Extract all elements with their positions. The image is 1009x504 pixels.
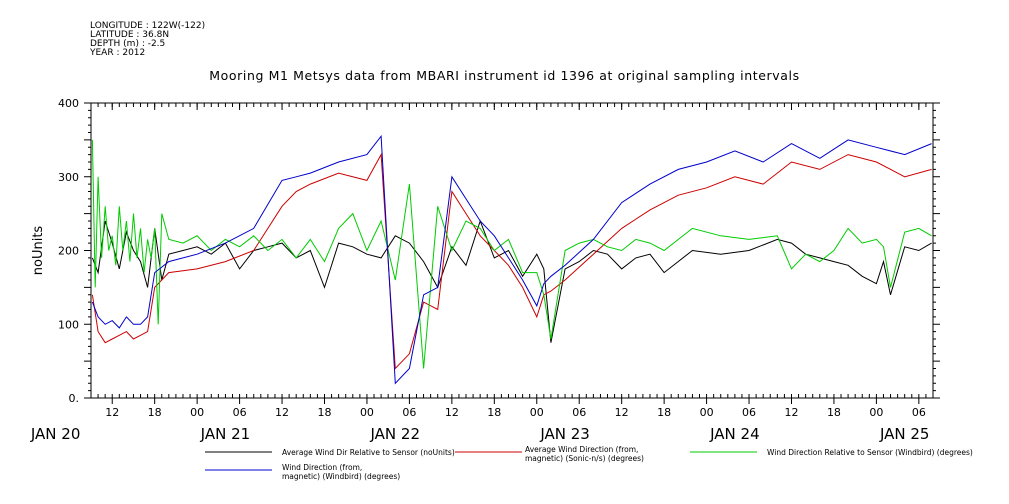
x-tick-label: 18 <box>487 406 501 419</box>
series-line-2 <box>91 139 932 369</box>
chart-title: Mooring M1 Metsys data from MBARI instru… <box>209 68 800 83</box>
y-tick-label: 400 <box>58 97 79 110</box>
x-day-label: JAN 22 <box>370 425 421 443</box>
x-tick-label: 18 <box>657 406 671 419</box>
y-tick-label: 100 <box>58 318 79 331</box>
legend-label-2: Wind Direction Relative to Sensor (Windb… <box>767 448 973 457</box>
meta-latitude: LATITUDE : 36.8N <box>90 30 170 40</box>
x-day-label: JAN 23 <box>539 425 590 443</box>
x-day-label: JAN 20 <box>30 425 81 443</box>
x-tick-label: 00 <box>869 406 883 419</box>
x-day-label: JAN 21 <box>200 425 251 443</box>
y-tick-label: 200 <box>58 245 79 258</box>
series-line-3 <box>91 134 932 385</box>
x-tick-label: 00 <box>190 406 204 419</box>
x-tick-label: 12 <box>275 406 289 419</box>
legend-label-3: Wind Direction (from, magnetic) (Windbird… <box>282 463 400 481</box>
x-tick-label: 06 <box>742 406 756 419</box>
series-line-0 <box>91 219 932 343</box>
y-axis-label: noUnits <box>31 226 46 276</box>
x-tick-label: 06 <box>402 406 416 419</box>
meta-longitude: LONGITUDE : 122W(-122) <box>90 21 206 31</box>
x-tick-label: 06 <box>912 406 926 419</box>
x-tick-label: 12 <box>784 406 798 419</box>
x-tick-label: 12 <box>105 406 119 419</box>
x-tick-label: 06 <box>233 406 247 419</box>
x-tick-label: 06 <box>572 406 586 419</box>
legend-label-1: Average Wind Direction (from, magnetic) (… <box>525 445 644 463</box>
x-tick-label: 18 <box>827 406 841 419</box>
x-tick-label: 18 <box>317 406 331 419</box>
meta-year: YEAR : 2012 <box>90 48 146 58</box>
x-tick-label: 00 <box>360 406 374 419</box>
x-tick-label: 00 <box>530 406 544 419</box>
x-tick-label: 18 <box>148 406 162 419</box>
x-tick-label: 12 <box>445 406 459 419</box>
series-line-1 <box>91 152 932 370</box>
x-day-label: JAN 24 <box>709 425 760 443</box>
plot-frame <box>90 102 934 399</box>
x-tick-label: 00 <box>700 406 714 419</box>
y-tick-label: 0. <box>69 392 80 405</box>
y-tick-label: 300 <box>58 171 79 184</box>
x-tick-label: 12 <box>615 406 629 419</box>
x-day-label: JAN 25 <box>879 425 930 443</box>
meta-depth: DEPTH (m) : -2.5 <box>90 39 166 49</box>
legend-label-0: Average Wind Dir Relative to Sensor (noU… <box>282 448 455 457</box>
